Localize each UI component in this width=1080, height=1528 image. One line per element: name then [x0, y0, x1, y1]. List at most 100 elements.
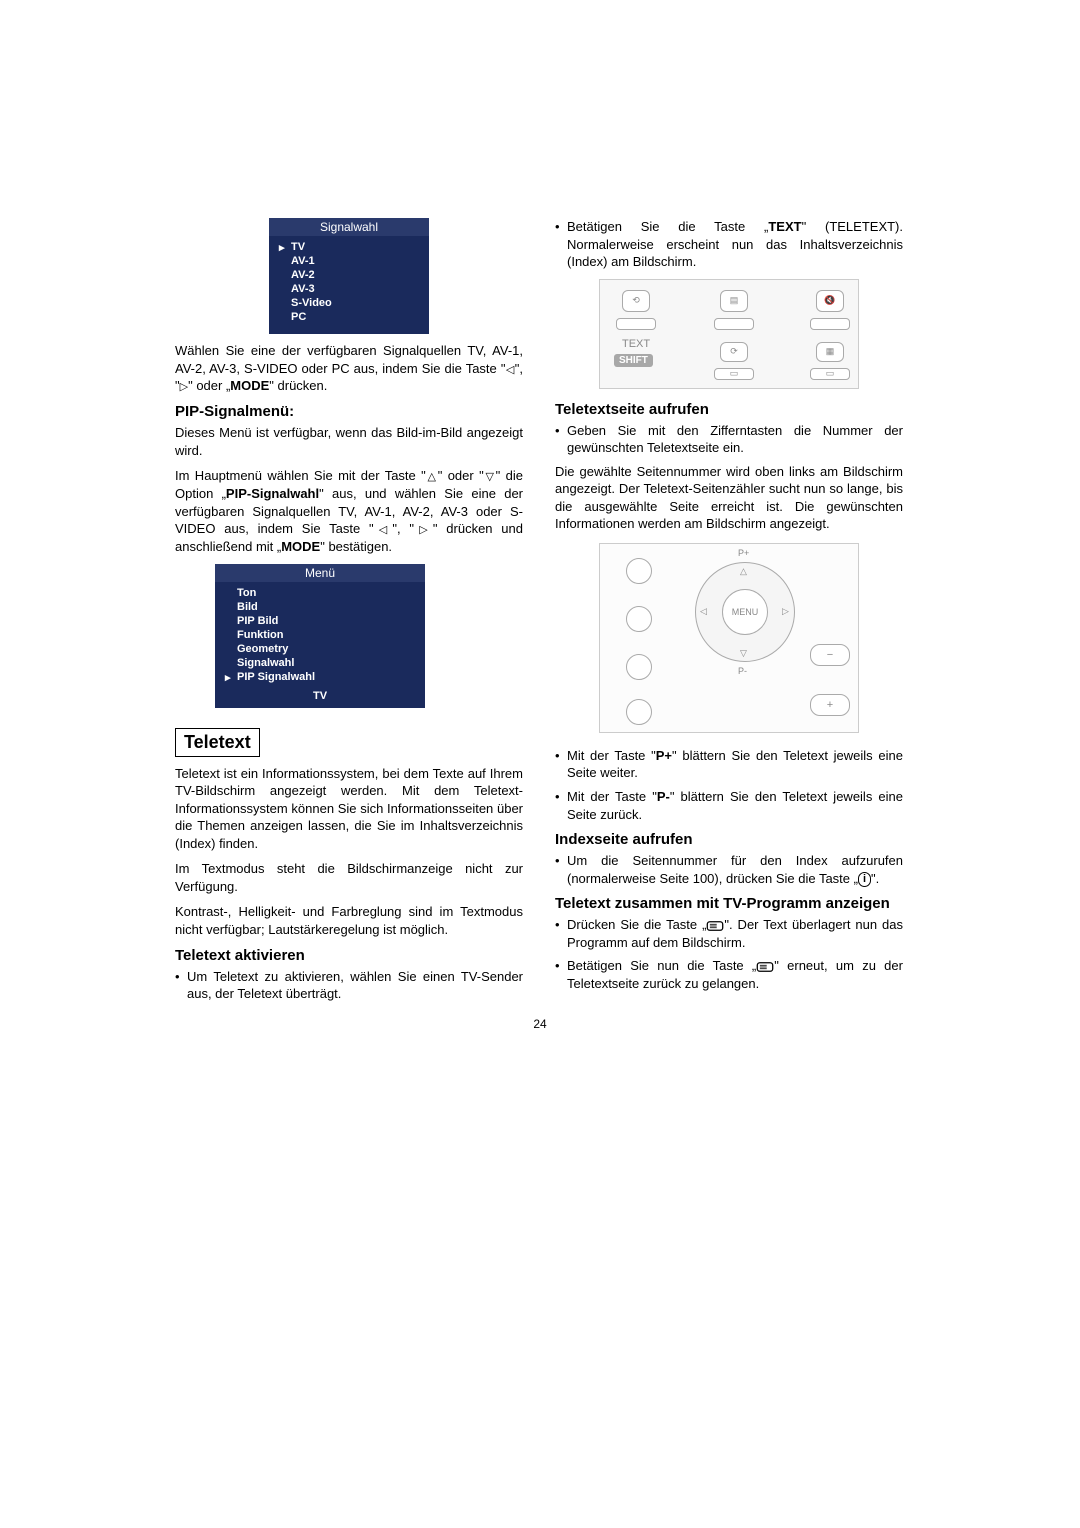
paragraph: Wählen Sie eine der verfügbaren Signalqu… [175, 342, 523, 395]
menu-item: PIP Signalwahl [225, 670, 415, 684]
text: Um die Seitennummer für den Index aufzur… [567, 853, 903, 886]
remote-wide-button: ▭ [810, 368, 850, 380]
mix-icon [706, 920, 724, 932]
menu-item: Bild [225, 600, 415, 614]
text: Drücken Sie die Taste „ [567, 917, 706, 932]
left-arrow-icon: ◁ [700, 606, 707, 617]
heading-index: Indexseite aufrufen [555, 831, 903, 848]
bullet: Betätigen Sie nun die Taste „" erneut, u… [555, 957, 903, 992]
text: " bestätigen. [320, 539, 392, 554]
menu-title: Menü [215, 564, 425, 582]
shift-label: SHIFT [614, 354, 653, 367]
menu-items: Ton Bild PIP Bild Funktion Geometry Sign… [215, 582, 425, 688]
text: " drücken. [269, 378, 327, 393]
remote-pip-icon [626, 699, 652, 725]
menu-item: PIP Bild [225, 614, 415, 628]
text: " oder " [438, 468, 484, 483]
menu-item: PC [279, 310, 419, 324]
text-label: TEXT [622, 338, 650, 350]
text: ", " [392, 521, 414, 536]
remote-wide-button [810, 318, 850, 330]
menu-item: AV-1 [279, 254, 419, 268]
right-arrow-icon: ▷ [782, 606, 789, 617]
heading-pip: PIP-Signalmenü: [175, 403, 523, 420]
remote-circle-icon [626, 654, 652, 680]
paragraph: Die gewählte Seitennummer wird oben link… [555, 463, 903, 533]
pminus-label: P- [738, 666, 747, 676]
menu-button: MENU [722, 589, 768, 635]
paragraph: Teletext ist ein Informationssystem, bei… [175, 765, 523, 853]
minus-button: − [810, 644, 850, 666]
remote-swap-icon [626, 558, 652, 584]
down-arrow-icon: ▽ [484, 471, 496, 483]
remote-button-icon: 🔇 [816, 290, 844, 312]
heading-activate: Teletext aktivieren [175, 947, 523, 964]
right-column: Betätigen Sie die Taste „TEXT" (TELETEXT… [555, 218, 903, 1009]
menu-item: TV [279, 240, 419, 254]
left-column: Signalwahl TV AV-1 AV-2 AV-3 S-Video PC … [175, 218, 523, 1009]
menu-item: AV-3 [279, 282, 419, 296]
manual-page: Signalwahl TV AV-1 AV-2 AV-3 S-Video PC … [175, 218, 905, 1009]
menu-title: Signalwahl [269, 218, 429, 236]
heading-mix: Teletext zusammen mit TV-Programm anzeig… [555, 895, 903, 912]
bullet: Um Teletext zu aktivieren, wählen Sie ei… [175, 968, 523, 1003]
mode-key: MODE [230, 378, 269, 393]
remote-diagram-1: ⟲ ▤ 🔇 TEXT ⟳ ▦ SHIFT ▭ ▭ [599, 279, 859, 389]
mix-icon [756, 961, 774, 973]
text: Im Hauptmenü wählen Sie mit der Taste " [175, 468, 426, 483]
remote-diagram-2: P+ MENU △ ▽ ◁ ▷ P- − + [599, 543, 859, 733]
main-menu: Menü Ton Bild PIP Bild Funktion Geometry… [215, 564, 425, 708]
remote-tv-icon [626, 606, 652, 632]
up-arrow-icon: △ [426, 471, 438, 483]
up-arrow-icon: △ [740, 566, 747, 577]
menu-items: TV AV-1 AV-2 AV-3 S-Video PC [269, 236, 429, 328]
remote-wide-button [714, 318, 754, 330]
page-number: 24 [533, 1017, 546, 1031]
text: Betätigen Sie die Taste „ [567, 219, 768, 234]
mode-key: MODE [281, 539, 320, 554]
remote-button-icon: ⟲ [622, 290, 650, 312]
text: Wählen Sie eine der verfügbaren Signalqu… [175, 343, 523, 376]
menu-item: Funktion [225, 628, 415, 642]
right-arrow-icon: ▷ [180, 381, 188, 393]
bullet: Betätigen Sie die Taste „TEXT" (TELETEXT… [555, 218, 903, 271]
left-arrow-icon: ◁ [505, 364, 514, 376]
text: " oder „ [188, 378, 230, 393]
paragraph: Im Textmodus steht die Bildschirmanzeige… [175, 860, 523, 895]
pminus-key: P- [657, 789, 670, 804]
menu-item: S-Video [279, 296, 419, 310]
signalwahl-menu: Signalwahl TV AV-1 AV-2 AV-3 S-Video PC [269, 218, 429, 334]
paragraph: Kontrast-, Helligkeit- und Farbreglung s… [175, 903, 523, 938]
paragraph: Dieses Menü ist verfügbar, wenn das Bild… [175, 424, 523, 459]
pplus-label: P+ [738, 548, 749, 558]
text: ". [871, 871, 879, 886]
text: Mit der Taste " [567, 748, 656, 763]
remote-wide-button [616, 318, 656, 330]
right-arrow-icon: ▷ [414, 524, 433, 536]
bullet: Um die Seitennummer für den Index aufzur… [555, 852, 903, 887]
bullet: Mit der Taste "P-" blättern Sie den Tele… [555, 788, 903, 823]
text: Betätigen Sie nun die Taste „ [567, 958, 756, 973]
heading-teletext: Teletext [175, 728, 260, 757]
option-name: PIP-Signalwahl [226, 486, 319, 501]
paragraph: Im Hauptmenü wählen Sie mit der Taste "△… [175, 467, 523, 555]
remote-button-icon: ⟳ [720, 342, 748, 362]
remote-button-icon: ▦ [816, 342, 844, 362]
down-arrow-icon: ▽ [740, 648, 747, 659]
menu-item: Ton [225, 586, 415, 600]
info-icon: i [858, 872, 871, 887]
pplus-key: P+ [656, 748, 672, 763]
menu-item: Signalwahl [225, 656, 415, 670]
bullet: Drücken Sie die Taste „". Der Text überl… [555, 916, 903, 951]
menu-footer: TV [215, 688, 425, 702]
menu-item: AV-2 [279, 268, 419, 282]
heading-page: Teletextseite aufrufen [555, 401, 903, 418]
remote-button-icon: ▤ [720, 290, 748, 312]
menu-item: Geometry [225, 642, 415, 656]
bullet: Geben Sie mit den Zifferntasten die Numm… [555, 422, 903, 457]
remote-wide-button: ▭ [714, 368, 754, 380]
plus-button: + [810, 694, 850, 716]
left-arrow-icon: ◁ [374, 524, 393, 536]
bullet: Mit der Taste "P+" blättern Sie den Tele… [555, 747, 903, 782]
text-key: TEXT [768, 219, 801, 234]
